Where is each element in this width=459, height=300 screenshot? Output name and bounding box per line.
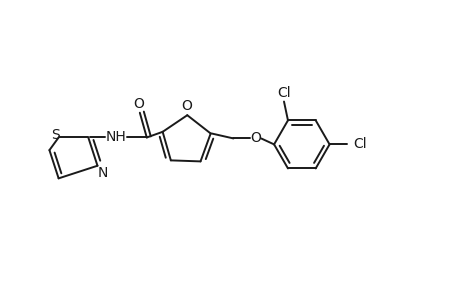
- Text: Cl: Cl: [353, 137, 366, 152]
- Text: N: N: [97, 166, 107, 180]
- Text: Cl: Cl: [277, 85, 290, 100]
- Text: O: O: [249, 131, 260, 146]
- Text: NH: NH: [106, 130, 126, 145]
- Text: S: S: [51, 128, 60, 142]
- Text: O: O: [133, 97, 144, 111]
- Text: O: O: [180, 99, 191, 113]
